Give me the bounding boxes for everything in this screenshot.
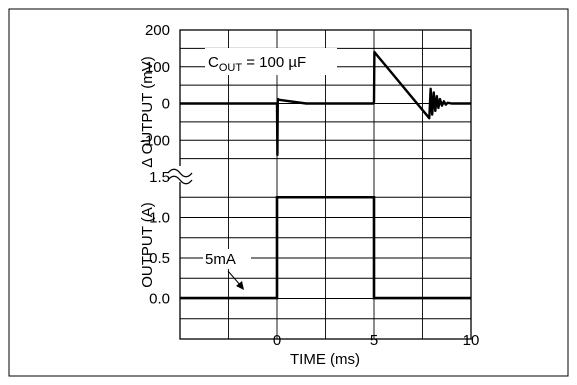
y-tick-label: 100: [145, 59, 170, 76]
5ma-arrow-line: [227, 270, 242, 287]
voltage-deviation-line: [180, 50, 471, 157]
load-current-series: [180, 195, 471, 300]
bottom-y-axis-label: OUTPUT (A): [139, 202, 156, 288]
5ma-arrow-head: [236, 281, 244, 290]
top-y-tick-labels: 200 100 0 -100: [140, 22, 170, 149]
figure-border: [8, 8, 569, 377]
5ma-label-background: [203, 249, 251, 269]
load-current-line: [180, 195, 471, 300]
x-tick-labels: 0 5 10: [273, 332, 480, 349]
y-tick-label: 0.5: [149, 250, 170, 267]
y-tick-label: 0.0: [149, 291, 170, 308]
x-tick-label: 10: [463, 332, 480, 349]
plot-frame: [179, 29, 472, 340]
cout-annotation-rest: = 100 µF: [242, 54, 306, 71]
axis-break-mark-upper: [167, 168, 193, 178]
y-tick-label: -100: [140, 132, 170, 149]
y-tick-label: 0: [162, 96, 170, 113]
axis-break-symbol: [166, 166, 196, 185]
y-tick-label: 200: [145, 22, 170, 39]
x-axis-label: TIME (ms): [290, 351, 360, 368]
cout-annotation-background: [205, 48, 337, 75]
cout-annotation-subscript: OUT: [219, 62, 243, 74]
y-tick-label: 1.5: [149, 169, 170, 186]
y-tick-label: 1.0: [149, 210, 170, 227]
axis-break-mark-lower: [167, 175, 193, 185]
cout-annotation: COUT = 100 µF: [208, 54, 306, 74]
5ma-label: 5mA: [205, 251, 236, 268]
grid: [180, 30, 471, 339]
x-tick-label: 5: [370, 332, 378, 349]
x-tick-label: 0: [273, 332, 281, 349]
cout-annotation-main: C: [208, 54, 219, 71]
top-y-axis-label: Δ OUTPUT (mV): [139, 56, 156, 167]
bottom-y-tick-labels: 1.5 1.0 0.5 0.0: [149, 169, 170, 308]
voltage-deviation-series: [180, 50, 471, 157]
